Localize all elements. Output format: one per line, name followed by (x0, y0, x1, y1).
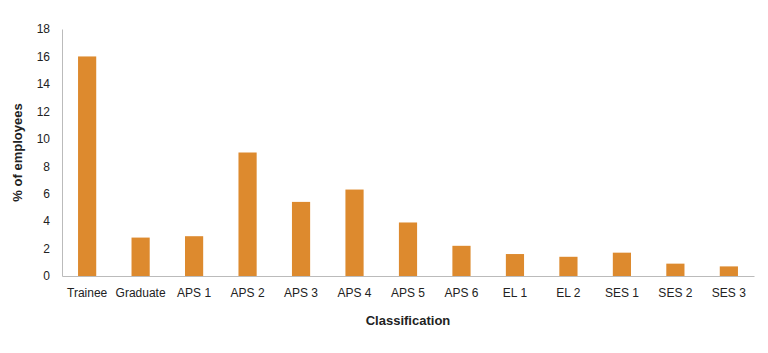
bar (666, 264, 684, 276)
x-axis-line (63, 276, 755, 277)
y-tick-label: 18 (37, 22, 51, 36)
x-tick-label: APS 3 (284, 286, 318, 300)
x-tick: APS 2 (231, 276, 265, 300)
x-tick-label: APS 4 (338, 286, 372, 300)
x-tick-label: SES 2 (658, 286, 692, 300)
y-tick: 2 (43, 242, 62, 256)
y-tick: 4 (43, 214, 62, 228)
x-tick: APS 1 (177, 276, 211, 300)
bar (132, 238, 150, 276)
x-tick-label: APS 6 (444, 286, 478, 300)
x-tick: SES 2 (658, 276, 692, 300)
y-axis-line (62, 30, 63, 277)
bar (559, 257, 577, 276)
y-tick-label: 10 (37, 132, 51, 146)
x-tick: APS 4 (338, 276, 372, 300)
y-tick: 12 (37, 105, 62, 119)
bar (506, 254, 524, 276)
bars (78, 56, 738, 276)
chart: 0 2 4 6 8 10 12 14 16 18 Trainee Graduate APS 1 APS 2… (0, 0, 768, 353)
bar (78, 56, 96, 276)
x-tick-label: APS 5 (391, 286, 425, 300)
x-tick-label: Trainee (67, 286, 108, 300)
x-tick-label: Graduate (116, 286, 166, 300)
x-tick: EL 2 (556, 276, 581, 300)
x-tick: APS 3 (284, 276, 318, 300)
bar (345, 190, 363, 276)
x-tick-label: APS 1 (177, 286, 211, 300)
y-tick-label: 4 (43, 214, 50, 228)
x-tick-label: APS 2 (231, 286, 265, 300)
bar (613, 253, 631, 276)
y-tick: 16 (37, 50, 62, 64)
y-tick-label: 12 (37, 105, 51, 119)
x-tick: EL 1 (503, 276, 528, 300)
x-tick: APS 6 (444, 276, 478, 300)
x-axis-title: Classification (366, 313, 451, 328)
y-tick-label: 2 (43, 242, 50, 256)
y-tick: 14 (37, 77, 62, 91)
x-tick: APS 5 (391, 276, 425, 300)
x-tick: SES 1 (605, 276, 639, 300)
bar (185, 236, 203, 276)
y-tick-label: 16 (37, 50, 51, 64)
bar (238, 153, 256, 277)
y-tick: 18 (37, 22, 62, 36)
y-tick: 8 (43, 160, 62, 174)
x-tick-label: EL 2 (556, 286, 581, 300)
y-axis-title: % of employees (10, 103, 25, 201)
x-axis: Trainee Graduate APS 1 APS 2 APS 3 APS 4 APS 5… (63, 276, 755, 300)
y-tick: 6 (43, 187, 62, 201)
y-tick-label: 0 (43, 269, 50, 283)
bar (720, 266, 738, 276)
bar (452, 246, 470, 276)
bar (399, 222, 417, 276)
y-tick: 10 (37, 132, 62, 146)
x-tick: SES 3 (712, 276, 746, 300)
x-tick-label: SES 3 (712, 286, 746, 300)
bar (292, 202, 310, 276)
x-tick: Graduate (116, 276, 166, 300)
x-tick: Trainee (67, 276, 108, 300)
y-tick-label: 14 (37, 77, 51, 91)
y-axis: 0 2 4 6 8 10 12 14 16 18 (37, 22, 63, 283)
x-tick-label: EL 1 (503, 286, 528, 300)
y-tick-label: 6 (43, 187, 50, 201)
y-tick-label: 8 (43, 160, 50, 174)
plot-area: 0 2 4 6 8 10 12 14 16 18 Trainee Graduate APS 1 APS 2… (37, 22, 755, 299)
y-tick: 0 (43, 269, 62, 283)
x-tick-label: SES 1 (605, 286, 639, 300)
